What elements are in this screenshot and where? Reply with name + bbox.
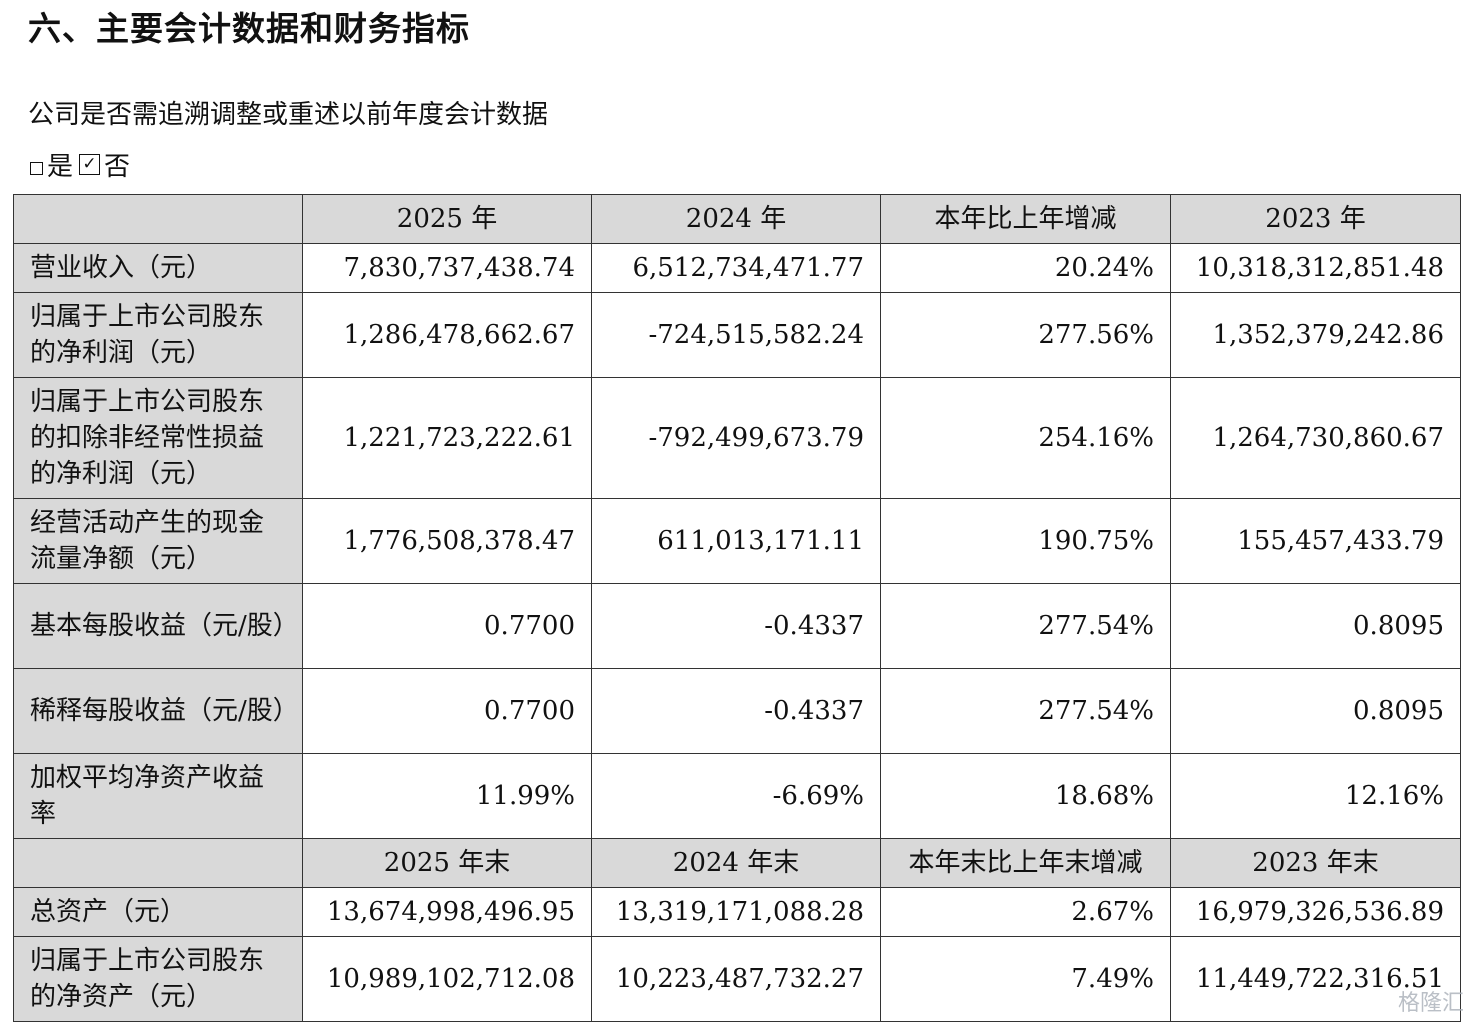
header-cell: 本年比上年增减: [880, 194, 1171, 244]
table-row: 经营活动产生的现金流量净额（元） 1,776,508,378.47 611,01…: [13, 498, 1461, 584]
value-cell: 11,449,722,316.51: [1170, 936, 1461, 1022]
value-cell: 16,979,326,536.89: [1170, 887, 1461, 937]
value-cell: 254.16%: [880, 377, 1171, 499]
value-cell: 1,221,723,222.61: [302, 377, 592, 499]
value-cell: 0.8095: [1170, 583, 1461, 669]
value-cell: 0.7700: [302, 583, 592, 669]
section-heading: 六、主要会计数据和财务指标: [28, 9, 470, 48]
value-cell: 7,830,737,438.74: [302, 243, 592, 293]
table-row: 归属于上市公司股东的净利润（元） 1,286,478,662.67 -724,5…: [13, 292, 1461, 378]
table-header-row: 2025 年 2024 年 本年比上年增减 2023 年: [13, 194, 1461, 244]
row-label: 基本每股收益（元/股）: [13, 583, 303, 669]
header-cell: 2023 年末: [1170, 838, 1461, 888]
value-cell: 18.68%: [880, 753, 1171, 839]
watermark-logo: 格隆汇: [1397, 991, 1464, 1016]
value-cell: 0.7700: [302, 668, 592, 754]
table-row: 稀释每股收益（元/股） 0.7700 -0.4337 277.54% 0.809…: [13, 668, 1461, 754]
restatement-answer: 是 ✓ 否: [28, 146, 130, 183]
table-row: 归属于上市公司股东的净资产（元） 10,989,102,712.08 10,22…: [13, 936, 1461, 1022]
value-cell: -0.4337: [591, 583, 881, 669]
value-cell: -0.4337: [591, 668, 881, 754]
table-row: 归属于上市公司股东的扣除非经常性损益的净利润（元） 1,221,723,222.…: [13, 377, 1461, 499]
value-cell: 1,776,508,378.47: [302, 498, 592, 584]
value-cell: 2.67%: [880, 887, 1171, 937]
value-cell: 13,674,998,496.95: [302, 887, 592, 937]
value-cell: 611,013,171.11: [591, 498, 881, 584]
table-row: 基本每股收益（元/股） 0.7700 -0.4337 277.54% 0.809…: [13, 583, 1461, 669]
header-cell: 本年末比上年末增减: [880, 838, 1171, 888]
value-cell: 20.24%: [880, 243, 1171, 293]
row-label: 营业收入（元）: [13, 243, 303, 293]
row-label: 加权平均净资产收益率: [13, 753, 303, 839]
value-cell: 11.99%: [302, 753, 592, 839]
value-cell: -724,515,582.24: [591, 292, 881, 378]
row-label: 归属于上市公司股东的净资产（元）: [13, 936, 303, 1022]
value-cell: 12.16%: [1170, 753, 1461, 839]
table-row: 加权平均净资产收益率 11.99% -6.69% 18.68% 12.16%: [13, 753, 1461, 839]
value-cell: 13,319,171,088.28: [591, 887, 881, 937]
value-cell: 190.75%: [880, 498, 1171, 584]
table-row: 营业收入（元） 7,830,737,438.74 6,512,734,471.7…: [13, 243, 1461, 293]
value-cell: 10,318,312,851.48: [1170, 243, 1461, 293]
header-cell: 2024 年末: [591, 838, 881, 888]
value-cell: 155,457,433.79: [1170, 498, 1461, 584]
row-label: 稀释每股收益（元/股）: [13, 668, 303, 754]
value-cell: 277.56%: [880, 292, 1171, 378]
value-cell: -792,499,673.79: [591, 377, 881, 499]
row-label: 经营活动产生的现金流量净额（元）: [13, 498, 303, 584]
row-label: 归属于上市公司股东的净利润（元）: [13, 292, 303, 378]
value-cell: 1,264,730,860.67: [1170, 377, 1461, 499]
value-cell: 277.54%: [880, 668, 1171, 754]
answer-yes-label: 是: [47, 152, 74, 182]
header-cell: 2025 年末: [302, 838, 592, 888]
row-label: 归属于上市公司股东的扣除非经常性损益的净利润（元）: [13, 377, 303, 499]
answer-no-label: 否: [104, 152, 131, 182]
unchecked-box-icon[interactable]: [30, 162, 43, 175]
checked-box-icon[interactable]: ✓: [79, 154, 101, 175]
row-label: 总资产（元）: [13, 887, 303, 937]
table-header-row: 2025 年末 2024 年末 本年末比上年末增减 2023 年末: [13, 838, 1461, 888]
value-cell: 1,286,478,662.67: [302, 292, 592, 378]
value-cell: 0.8095: [1170, 668, 1461, 754]
restatement-question: 公司是否需追溯调整或重述以前年度会计数据: [28, 100, 549, 130]
table-row: 总资产（元） 13,674,998,496.95 13,319,171,088.…: [13, 887, 1461, 937]
value-cell: -6.69%: [591, 753, 881, 839]
value-cell: 7.49%: [880, 936, 1171, 1022]
value-cell: 6,512,734,471.77: [591, 243, 881, 293]
value-cell: 10,223,487,732.27: [591, 936, 881, 1022]
header-cell: 2023 年: [1170, 194, 1461, 244]
header-cell: 2025 年: [302, 194, 592, 244]
value-cell: 277.54%: [880, 583, 1171, 669]
header-blank-cell: [13, 194, 303, 244]
financial-data-table: 2025 年 2024 年 本年比上年增减 2023 年 营业收入（元） 7,8…: [13, 194, 1461, 1022]
value-cell: 10,989,102,712.08: [302, 936, 592, 1022]
header-blank-cell: [13, 838, 303, 888]
header-cell: 2024 年: [591, 194, 881, 244]
value-cell: 1,352,379,242.86: [1170, 292, 1461, 378]
